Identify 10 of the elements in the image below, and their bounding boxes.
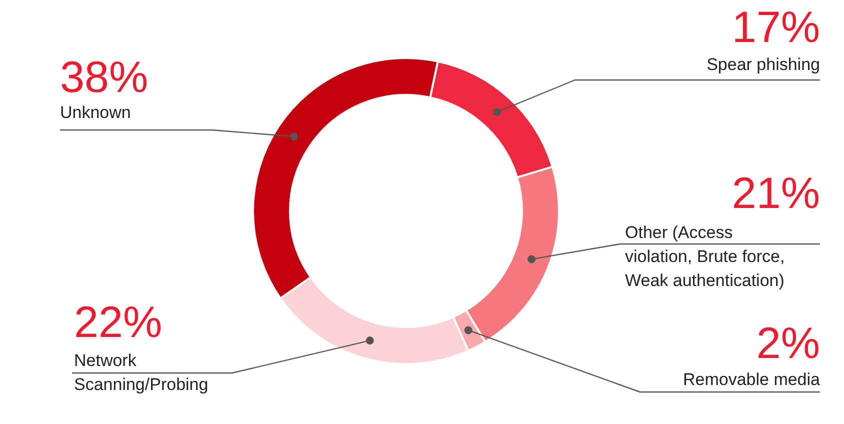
data-label: 22% — [74, 298, 162, 347]
data-label: 21% — [732, 169, 820, 218]
data-label: 17% — [732, 3, 820, 52]
data-label: 38% — [60, 53, 148, 102]
slice-label: Spear phishing — [706, 55, 820, 74]
slice-label: Network Scanning/Probing — [74, 351, 208, 394]
slice-label: Other (Access violation, Brute force, Weak authentication) — [625, 223, 785, 290]
slice-label: Removable media — [682, 370, 821, 389]
data-label: 2% — [756, 319, 820, 368]
slice-label: Unknown — [60, 103, 131, 122]
